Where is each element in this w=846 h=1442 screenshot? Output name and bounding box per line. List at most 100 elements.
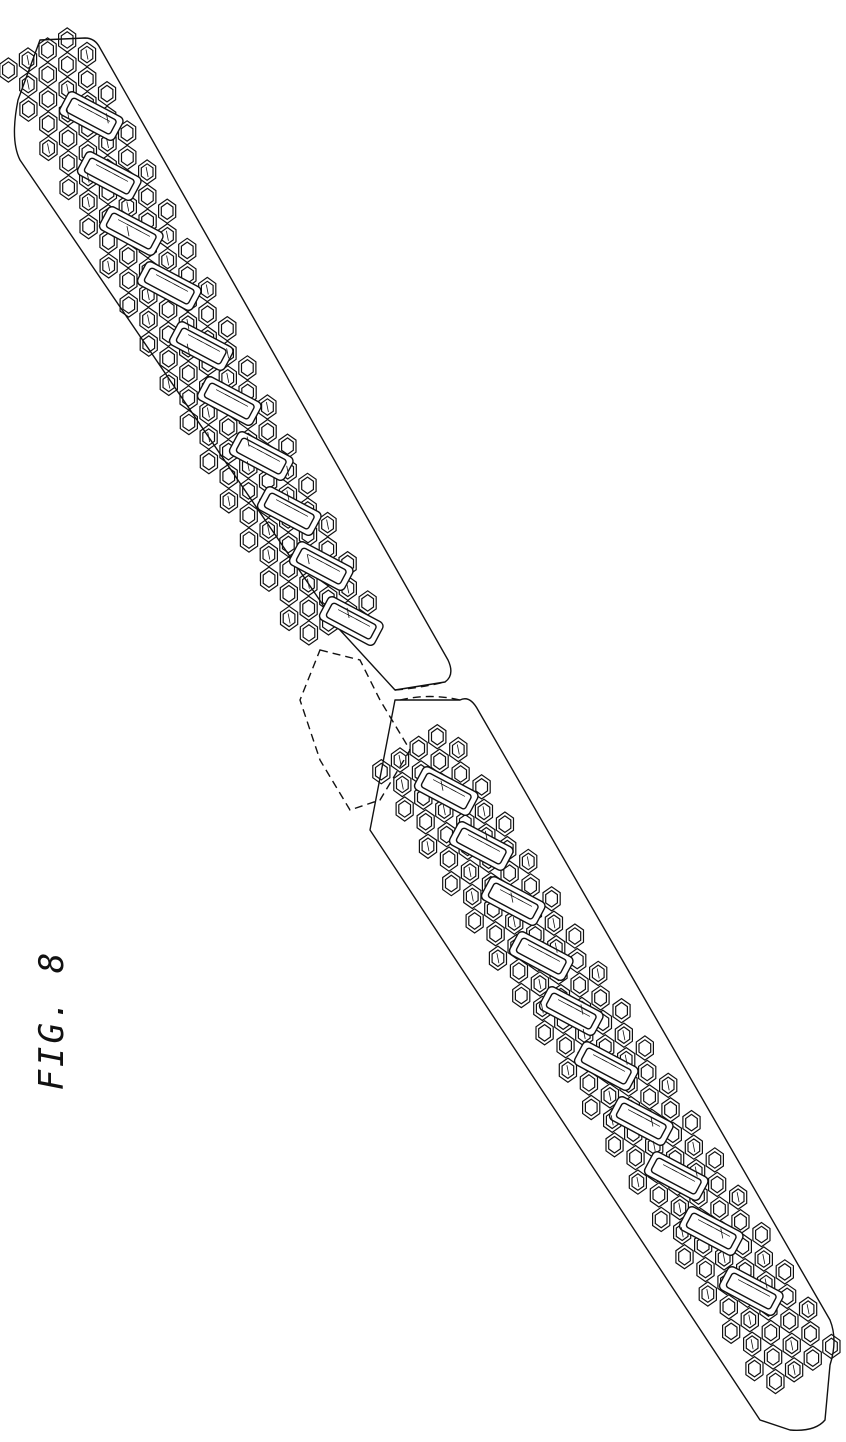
hatch-line: [266, 402, 268, 412]
honeycomb-cell-inner: [665, 1102, 677, 1119]
honeycomb-cell-inner: [805, 1325, 817, 1342]
tab: [256, 485, 323, 537]
hatch-line: [749, 1315, 751, 1325]
honeycomb-cell-inner: [42, 66, 54, 83]
tabs: [58, 90, 785, 1317]
honeycomb-cell-inner: [585, 1099, 597, 1116]
hatch-line: [166, 231, 168, 241]
honeycomb-cell-inner: [121, 125, 133, 142]
honeycomb-cell-inner: [655, 1211, 667, 1228]
honeycomb-cell-inner: [161, 203, 173, 220]
hatch-line: [597, 968, 599, 978]
honeycomb-cell-inner: [609, 1137, 621, 1154]
honeycomb-cell-inner: [183, 365, 195, 382]
honeycomb-cell-inner: [723, 1299, 735, 1316]
honeycomb-cell-inner: [779, 1264, 791, 1281]
hatch-line: [807, 1304, 809, 1314]
hatch-line: [146, 167, 148, 177]
honeycomb-cell-inner: [735, 1214, 747, 1231]
honeycomb-cell-inner: [42, 91, 54, 108]
hatch-line: [469, 867, 471, 877]
honeycomb-cell-inner: [122, 248, 134, 265]
honeycomb-cell-inner: [639, 1040, 651, 1057]
honeycomb-cell-inner: [123, 297, 135, 314]
hatch-line: [27, 55, 29, 65]
honeycomb-cell-inner: [641, 1064, 653, 1081]
honeycomb-cell-inner: [263, 571, 275, 588]
tab: [168, 320, 235, 372]
honeycomb-cell-inner: [784, 1313, 796, 1330]
honeycomb-cell-inner: [163, 351, 175, 368]
hatch-line: [609, 1091, 611, 1101]
honeycomb-cell-inner: [767, 1349, 779, 1366]
honeycomb-cell-inner: [476, 779, 488, 796]
honeycomb-cell-inner: [222, 419, 234, 436]
honeycomb-cell-inner: [420, 814, 432, 831]
hatch-line: [206, 285, 208, 295]
hatch-line: [228, 496, 230, 506]
honeycomb-cell-inner: [711, 1176, 723, 1193]
honeycomb-cell-inner: [123, 272, 135, 289]
honeycomb-cell-inner: [686, 1114, 698, 1131]
hatch-line: [623, 1030, 625, 1040]
hatch-line: [227, 373, 229, 383]
honeycomb-cell-inner: [513, 963, 525, 980]
hatch-line: [679, 1203, 681, 1213]
honeycomb-cell-inner: [183, 390, 195, 407]
honeycomb-cell-inner: [525, 878, 537, 895]
hatch-line: [471, 891, 473, 901]
hatch-line: [347, 583, 349, 593]
hatch-line: [737, 1192, 739, 1202]
honeycomb-cell-inner: [515, 987, 527, 1004]
hatch-line: [167, 255, 169, 265]
hatch-line: [553, 918, 555, 928]
honeycomb-cell-inner: [142, 188, 154, 205]
hatch-line: [399, 755, 401, 765]
honeycomb-cell-inner: [243, 532, 255, 549]
hatch-line: [457, 745, 459, 755]
hatch-line: [327, 520, 329, 530]
honeycomb-cell-inner: [569, 928, 581, 945]
honeycomb-cell-inner: [162, 301, 174, 318]
honeycomb-cell-inner: [362, 595, 374, 612]
honeycomb-cell-inner: [546, 891, 558, 908]
hatch-line: [667, 1080, 669, 1090]
honeycomb-cell-inner: [242, 360, 254, 377]
honeycomb-cell-inner: [709, 1152, 721, 1169]
hatch-line: [567, 1065, 569, 1075]
hatch-line: [108, 261, 110, 271]
honeycomb-cell-inner: [101, 85, 113, 102]
honeycomb-cell-inner: [62, 130, 74, 147]
hatch-line: [497, 953, 499, 963]
honeycomb-cell-inner: [302, 477, 314, 494]
honeycomb-cell-inner: [23, 101, 35, 118]
honeycomb-cell-inner: [455, 766, 467, 783]
honeycomb-cell-inner: [432, 728, 444, 745]
honeycomb-cell-inner: [630, 1149, 642, 1166]
honeycomb-cell-inner: [644, 1089, 656, 1106]
hatch-line: [527, 856, 529, 866]
honeycomb-cell-inner: [653, 1187, 665, 1204]
hatch-line: [288, 613, 290, 623]
honeycomb-cell-inner: [770, 1373, 782, 1390]
honeycomb-cell-inner: [303, 625, 315, 642]
honeycomb-cell-inner: [63, 179, 75, 196]
honeycomb-cell-inner: [61, 32, 73, 49]
hatch-line: [483, 806, 485, 816]
honeycomb-cell-inner: [469, 913, 481, 930]
hatch-line: [127, 202, 129, 212]
honeycomb-cell-inner: [81, 71, 93, 88]
hatch-line: [401, 780, 403, 790]
honeycomb-cell-inner: [499, 816, 511, 833]
honeycomb-cell-inner: [539, 1025, 551, 1042]
hatch-line: [791, 1340, 793, 1350]
honeycomb-cell-inner: [443, 851, 455, 868]
honeycomb-cell-inner: [83, 218, 95, 235]
honeycomb-cell-inner: [42, 116, 54, 133]
tab: [288, 540, 355, 592]
honeycomb-cell-inner: [282, 438, 294, 455]
honeycomb-cell-inner: [122, 149, 134, 166]
hatch-line: [539, 979, 541, 989]
honeycomb-cell-inner: [183, 414, 195, 431]
